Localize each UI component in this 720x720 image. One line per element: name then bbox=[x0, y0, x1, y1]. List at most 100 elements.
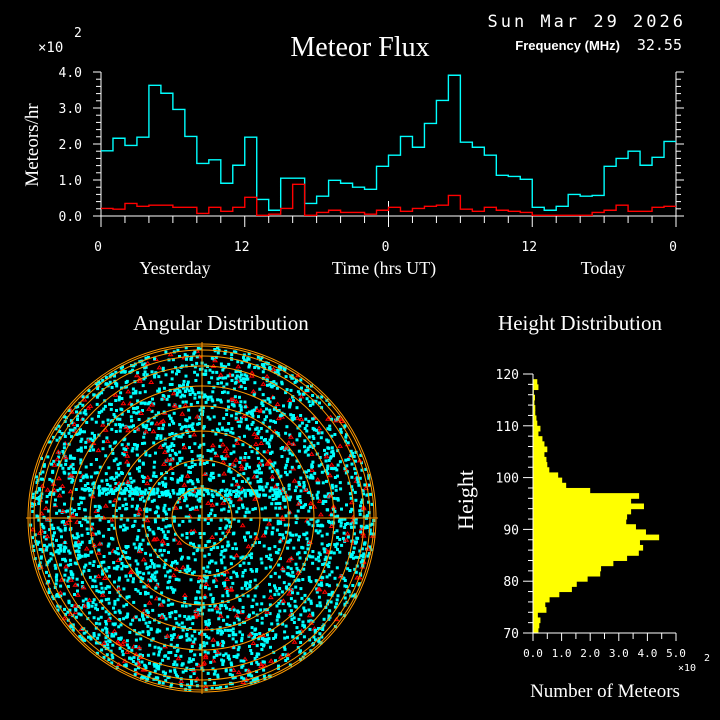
scatter-point bbox=[265, 407, 268, 411]
scatter-point bbox=[273, 461, 277, 465]
scatter-point bbox=[184, 495, 187, 499]
scatter-point bbox=[101, 572, 104, 576]
scatter-point bbox=[204, 622, 208, 626]
scatter-point-filtered bbox=[230, 396, 237, 401]
scatter-point bbox=[79, 479, 83, 483]
scatter-point bbox=[117, 578, 121, 582]
scatter-point bbox=[215, 653, 219, 657]
scatter-point bbox=[311, 613, 315, 617]
scatter-point bbox=[109, 419, 113, 423]
scatter-point bbox=[277, 494, 281, 498]
scatter-point bbox=[322, 499, 325, 503]
scatter-point bbox=[81, 403, 85, 407]
scatter-point bbox=[305, 397, 309, 401]
scatter-point bbox=[207, 608, 211, 612]
scatter-point bbox=[340, 543, 344, 547]
scatter-point-filtered bbox=[285, 440, 292, 445]
height-bar bbox=[533, 379, 538, 385]
scatter-point bbox=[213, 574, 217, 578]
scatter-point bbox=[146, 402, 150, 406]
scatter-point bbox=[305, 429, 309, 433]
scatter-point bbox=[245, 581, 249, 585]
scatter-point bbox=[110, 653, 114, 657]
scatter-point bbox=[320, 395, 324, 399]
scatter-point-filtered bbox=[74, 592, 81, 597]
height-bar bbox=[533, 384, 539, 391]
scatter-point bbox=[75, 577, 79, 581]
scatter-point bbox=[241, 610, 245, 614]
scatter-point bbox=[312, 635, 316, 639]
scatter-point bbox=[194, 494, 198, 498]
scatter-point bbox=[176, 480, 180, 484]
scatter-point bbox=[89, 437, 93, 441]
scatter-point bbox=[143, 362, 147, 366]
scatter-point bbox=[361, 559, 365, 563]
scatter-point bbox=[100, 391, 104, 395]
scatter-point bbox=[285, 460, 289, 463]
scatter-point bbox=[187, 556, 191, 560]
scatter-point bbox=[181, 670, 185, 674]
scatter-point bbox=[250, 450, 254, 454]
flux-x-tick-label: 0 bbox=[669, 240, 677, 255]
scatter-point bbox=[365, 526, 369, 529]
scatter-point bbox=[201, 434, 205, 438]
scatter-point bbox=[361, 488, 365, 492]
scatter-point bbox=[64, 568, 68, 572]
scatter-point bbox=[249, 649, 253, 652]
scatter-point bbox=[243, 373, 247, 377]
scatter-point bbox=[292, 399, 295, 403]
scatter-point bbox=[306, 448, 310, 451]
scatter-point bbox=[355, 477, 359, 481]
scatter-point bbox=[344, 439, 347, 443]
scatter-point bbox=[262, 644, 265, 648]
scatter-point bbox=[188, 446, 191, 450]
scatter-point bbox=[64, 459, 68, 463]
scatter-point bbox=[178, 390, 182, 394]
scatter-point bbox=[303, 533, 307, 537]
scatter-point bbox=[114, 471, 118, 475]
scatter-point bbox=[321, 576, 325, 580]
scatter-point bbox=[193, 392, 197, 396]
scatter-point bbox=[303, 551, 307, 555]
scatter-point bbox=[308, 476, 312, 480]
scatter-point-filtered bbox=[328, 462, 335, 467]
scatter-point bbox=[247, 456, 251, 459]
scatter-point bbox=[268, 425, 272, 429]
scatter-point bbox=[282, 645, 286, 649]
scatter-point bbox=[239, 373, 243, 377]
scatter-point bbox=[232, 490, 236, 493]
scatter-point bbox=[213, 348, 217, 351]
scatter-point bbox=[91, 601, 95, 604]
scatter-point bbox=[207, 618, 211, 622]
scatter-point bbox=[68, 428, 72, 432]
scatter-point bbox=[155, 663, 158, 667]
scatter-point bbox=[185, 570, 189, 574]
scatter-point bbox=[129, 395, 133, 399]
scatter-point-filtered bbox=[220, 459, 227, 464]
scatter-point bbox=[105, 653, 109, 657]
scatter-point bbox=[167, 550, 170, 554]
scatter-point bbox=[247, 352, 251, 356]
scatter-point bbox=[96, 608, 99, 612]
scatter-point bbox=[151, 561, 154, 565]
scatter-point bbox=[217, 429, 221, 433]
scatter-point bbox=[52, 527, 56, 530]
scatter-point bbox=[284, 659, 288, 662]
scatter-point bbox=[316, 441, 320, 445]
scatter-point-filtered bbox=[181, 444, 188, 450]
scatter-point bbox=[188, 434, 192, 438]
scatter-point-filtered bbox=[257, 407, 264, 413]
scatter-point bbox=[165, 627, 169, 631]
scatter-point bbox=[134, 662, 138, 666]
scatter-point bbox=[277, 475, 281, 479]
scatter-point bbox=[66, 509, 70, 513]
scatter-point bbox=[196, 401, 200, 404]
scatter-point bbox=[67, 476, 71, 480]
scatter-point bbox=[205, 461, 209, 464]
scatter-point bbox=[211, 495, 215, 498]
scatter-point bbox=[133, 673, 137, 677]
scatter-point bbox=[352, 546, 356, 550]
scatter-point bbox=[85, 475, 89, 479]
scatter-point bbox=[35, 481, 39, 484]
scatter-point bbox=[243, 405, 247, 409]
